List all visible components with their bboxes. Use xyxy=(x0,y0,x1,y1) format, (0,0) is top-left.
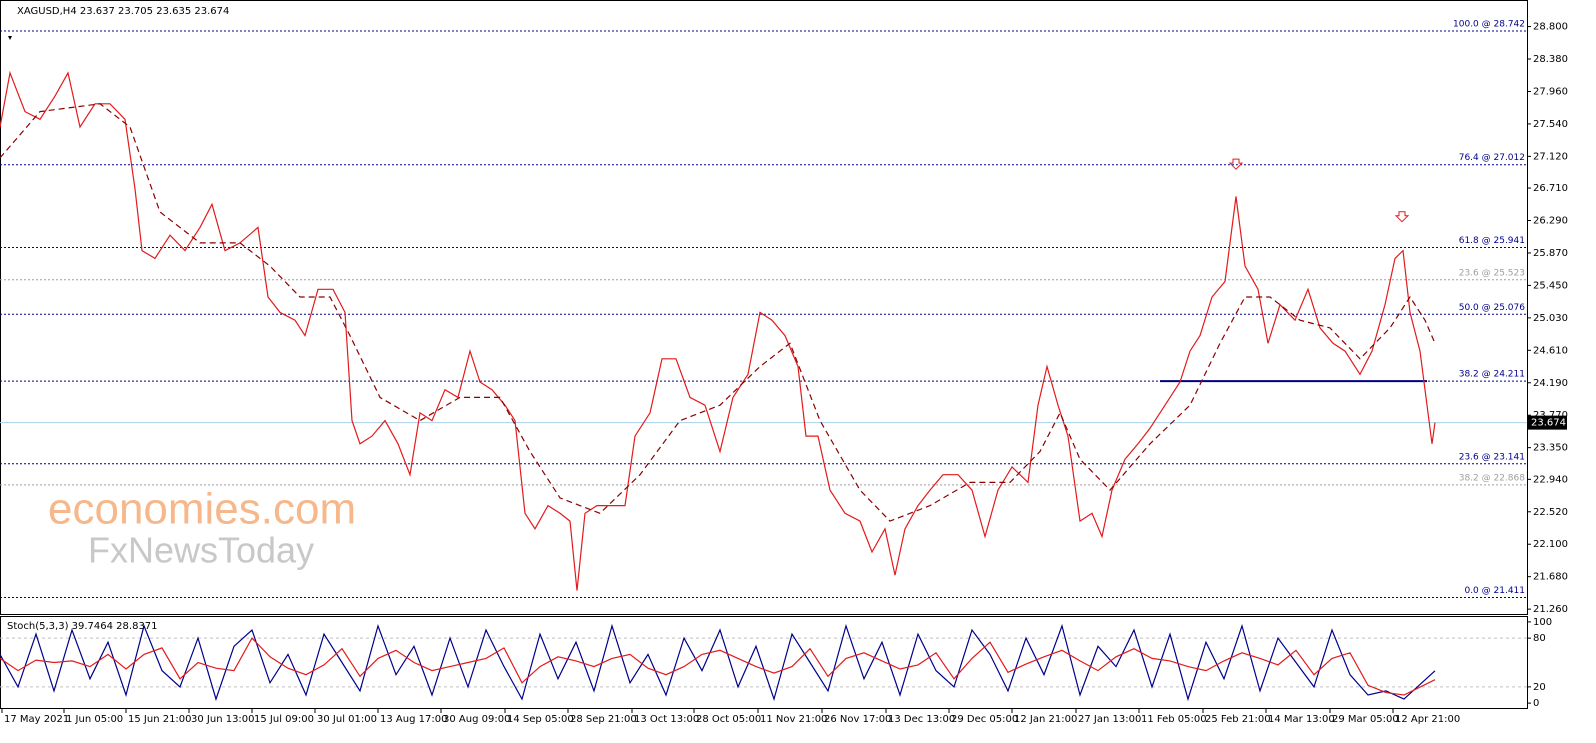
x-tick-label: 28 Sep 21:00 xyxy=(570,714,637,725)
y-tick-label: 27.540 xyxy=(1533,119,1568,130)
series-line xyxy=(0,637,1436,696)
x-tick-label: 26 Nov 17:00 xyxy=(824,714,891,725)
y-tick-label: 20 xyxy=(1533,682,1546,693)
y-tick-label: 23.350 xyxy=(1533,443,1568,454)
y-tick-label: 26.290 xyxy=(1533,215,1568,226)
y-tick-label: 0 xyxy=(1533,698,1539,709)
x-tick-label: 15 Jul 09:00 xyxy=(254,714,314,725)
stoch-panel xyxy=(0,616,1528,709)
fib-label: 61.8 @ 25.941 xyxy=(1459,236,1525,246)
x-tick-label: 30 Aug 09:00 xyxy=(443,714,510,725)
y-tick-label: 25.870 xyxy=(1533,248,1568,259)
stoch-title: Stoch(5,3,3) 39.7464 28.8371 xyxy=(7,621,158,632)
x-tick-label: 1 Jun 05:00 xyxy=(66,714,123,725)
y-tick-label: 28.800 xyxy=(1533,22,1568,33)
x-tick-label: 13 Oct 13:00 xyxy=(634,714,699,725)
x-tick-label: 30 Jun 13:00 xyxy=(191,714,255,725)
fib-label: 0.0 @ 21.411 xyxy=(1464,586,1525,596)
main-panel xyxy=(0,0,1528,615)
x-tick-label: 25 Feb 21:00 xyxy=(1205,714,1271,725)
y-tick-label: 22.940 xyxy=(1533,474,1568,485)
y-tick-label: 21.680 xyxy=(1533,572,1568,583)
fib-label: 38.2 @ 24.211 xyxy=(1459,370,1525,380)
current-price-label: 23.674 xyxy=(1531,418,1566,429)
x-tick-label: 14 Mar 13:00 xyxy=(1268,714,1335,725)
fib-label: 38.2 @ 22.868 xyxy=(1459,473,1526,483)
x-tick-label: 13 Dec 13:00 xyxy=(888,714,955,725)
y-tick-label: 26.710 xyxy=(1533,183,1568,194)
y-tick-label: 28.380 xyxy=(1533,54,1568,65)
arrow-marker xyxy=(1228,158,1244,170)
watermark: FxNewsToday xyxy=(88,530,314,571)
current-price-box xyxy=(1527,415,1567,430)
x-tick-label: 29 Dec 05:00 xyxy=(951,714,1018,725)
y-tick-label: 22.100 xyxy=(1533,539,1568,550)
y-tick-label: 25.030 xyxy=(1533,313,1568,324)
series-line xyxy=(0,623,1436,702)
series-line xyxy=(0,103,1436,522)
y-tick-label: 21.260 xyxy=(1533,604,1568,615)
x-tick-label: 28 Oct 05:00 xyxy=(696,714,761,725)
fib-label: 50.0 @ 25.076 xyxy=(1459,303,1526,313)
x-tick-label: 27 Jan 13:00 xyxy=(1078,714,1141,725)
arrow-marker xyxy=(1394,211,1410,223)
y-tick-label: 24.190 xyxy=(1533,378,1568,389)
x-tick-label: 30 Jul 01:00 xyxy=(317,714,377,725)
x-tick-label: 12 Jan 21:00 xyxy=(1014,714,1077,725)
x-tick-label: 14 Sep 05:00 xyxy=(507,714,574,725)
chart-title: XAGUSD,H4 23.637 23.705 23.635 23.674 xyxy=(17,6,229,17)
x-tick-label: 11 Nov 21:00 xyxy=(760,714,827,725)
fib-label: 100.0 @ 28.742 xyxy=(1453,20,1525,30)
fib-label: 76.4 @ 27.012 xyxy=(1459,153,1525,163)
watermark: economies.com xyxy=(48,485,356,534)
fib-label: 23.6 @ 25.523 xyxy=(1459,268,1525,278)
y-tick-label: 24.610 xyxy=(1533,345,1568,356)
x-tick-label: 13 Aug 17:00 xyxy=(380,714,447,725)
y-tick-label: 100 xyxy=(1533,617,1552,628)
x-tick-label: 12 Apr 21:00 xyxy=(1395,714,1460,725)
fib-label: 23.6 @ 23.141 xyxy=(1459,452,1525,462)
y-tick-label: 80 xyxy=(1533,633,1546,644)
y-tick-label: 27.960 xyxy=(1533,86,1568,97)
series-line xyxy=(0,70,1436,591)
x-tick-label: 11 Feb 05:00 xyxy=(1141,714,1207,725)
symbol-menu-icon[interactable] xyxy=(8,36,12,40)
x-tick-label: 17 May 2021 xyxy=(4,714,69,725)
y-tick-label: 27.120 xyxy=(1533,151,1568,162)
y-tick-label: 25.450 xyxy=(1533,280,1568,291)
x-tick-label: 29 Mar 05:00 xyxy=(1332,714,1399,725)
y-tick-label: 22.520 xyxy=(1533,507,1568,518)
x-tick-label: 15 Jun 21:00 xyxy=(128,714,192,725)
